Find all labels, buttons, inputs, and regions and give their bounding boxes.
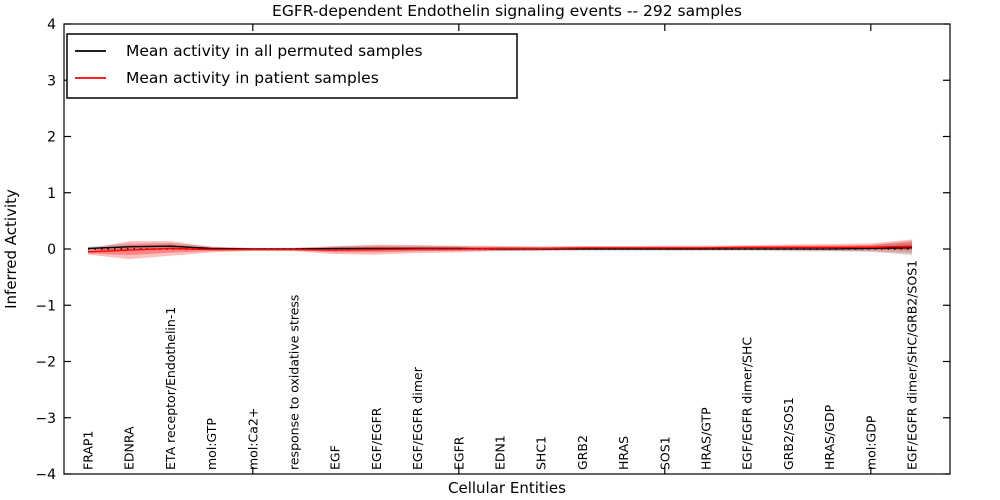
y-tick-label: −1 xyxy=(35,298,56,314)
category-label: EGF xyxy=(328,445,343,470)
y-tick-label: 3 xyxy=(47,73,56,89)
legend: Mean activity in all permuted samples Me… xyxy=(66,33,518,99)
category-label: EGF/EGFR xyxy=(369,407,384,470)
y-tick-label: 4 xyxy=(47,17,56,33)
y-axis-label: Inferred Activity xyxy=(2,189,20,309)
category-label: EGF/EGFR dimer xyxy=(410,366,425,470)
category-label: EGF/EGFR dimer/SHC/GRB2/SOS1 xyxy=(905,260,920,470)
category-label: SOS1 xyxy=(657,436,672,470)
legend-box xyxy=(66,33,518,99)
category-label: mol:Ca2+ xyxy=(245,408,260,470)
y-tick-label: −2 xyxy=(35,355,56,371)
category-label: EDNRA xyxy=(122,426,137,470)
category-label: GRB2 xyxy=(575,435,590,470)
category-label: HRAS/GDP xyxy=(822,404,837,470)
category-label: HRAS/GTP xyxy=(699,407,714,470)
y-tick-label: 2 xyxy=(47,130,56,146)
category-label: response to oxidative stress xyxy=(287,295,302,470)
data-lines xyxy=(87,245,913,253)
y-tick-label: −4 xyxy=(35,467,56,483)
category-label: EGF/EGFR dimer/SHC xyxy=(740,337,755,470)
category-label: GRB2/SOS1 xyxy=(781,397,796,470)
legend-label-permuted: Mean activity in all permuted samples xyxy=(126,42,423,60)
category-label: mol:GTP xyxy=(204,418,219,470)
y-tick-label: −3 xyxy=(35,411,56,427)
category-label: SHC1 xyxy=(534,436,549,470)
legend-label-patient: Mean activity in patient samples xyxy=(126,69,379,87)
y-tick-label: 1 xyxy=(47,186,56,202)
category-label: EGFR xyxy=(451,436,466,470)
chart-title: EGFR-dependent Endothelin signaling even… xyxy=(272,2,742,20)
category-label: mol:GDP xyxy=(863,415,878,470)
category-label: FRAP1 xyxy=(81,431,96,470)
category-label: EDN1 xyxy=(493,435,508,470)
category-labels: FRAP1 EDNRA ETA receptor/Endothelin-1 mol:G… xyxy=(81,260,920,470)
axis-ticks xyxy=(64,23,950,475)
category-label: ETA receptor/Endothelin-1 xyxy=(163,307,178,470)
x-axis-label: Cellular Entities xyxy=(448,479,566,497)
y-tick-label: 0 xyxy=(47,242,56,258)
category-label: HRAS xyxy=(616,436,631,470)
y-tick-labels: 4 3 2 1 0 −1 −2 −3 −4 xyxy=(35,17,56,483)
patient-mean-line xyxy=(87,245,913,253)
